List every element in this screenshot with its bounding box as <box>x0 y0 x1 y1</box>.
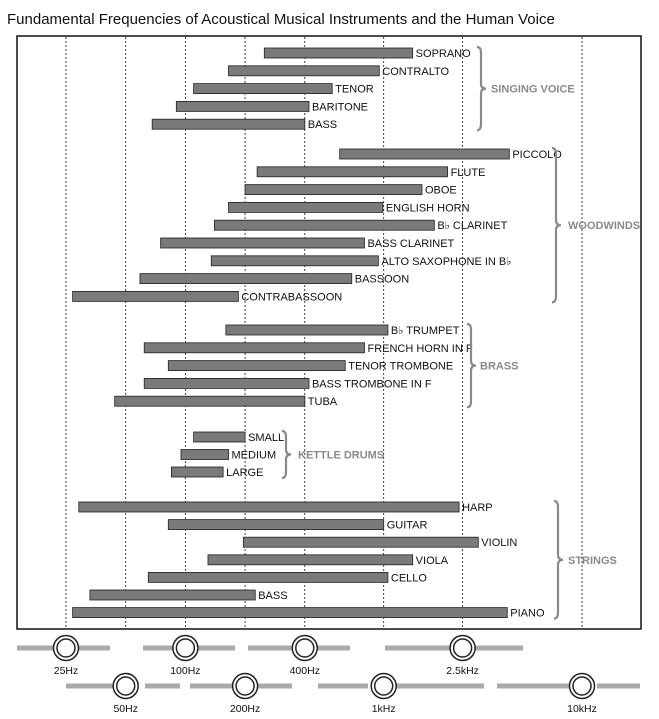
bar-label: HARP <box>462 502 493 514</box>
bar-label: BASS CLARINET <box>367 238 454 250</box>
range-bar <box>225 324 389 336</box>
bar-label: VIOLIN <box>481 537 517 549</box>
range-bar <box>193 431 246 443</box>
tick-label: 200Hz <box>230 703 260 715</box>
range-bar <box>180 449 229 460</box>
range-bar <box>72 290 239 302</box>
tick-label: 10kHz <box>567 703 597 715</box>
tick-knob-inner <box>235 676 255 696</box>
tick-label: 2.5kHz <box>446 665 479 677</box>
bar-label: CONTRALTO <box>382 66 449 78</box>
range-bar <box>210 255 379 267</box>
tick-label: 25Hz <box>54 665 79 677</box>
tick-knob-inner <box>175 638 196 658</box>
group-label: WOODWINDS <box>568 220 640 232</box>
group-label: SINGING VOICE <box>491 84 575 96</box>
range-bar <box>143 342 365 354</box>
range-bar <box>72 607 508 618</box>
bar-label: TENOR <box>335 84 374 96</box>
bar-label: BARITONE <box>312 101 368 113</box>
range-bar <box>228 201 384 213</box>
tick-label: 1kHz <box>372 703 396 715</box>
bar-label: SOPRANO <box>416 48 471 60</box>
range-bar <box>167 360 346 372</box>
range-bar <box>78 501 460 513</box>
plot-frame <box>16 35 642 630</box>
bar-label: BASS TROMBONE IN F <box>312 378 432 390</box>
bar-label: SMALL <box>248 432 284 444</box>
range-bar <box>175 101 310 112</box>
range-bar <box>213 219 435 231</box>
group-label: KETTLE DRUMS <box>298 450 384 462</box>
tick-knob-inner <box>56 638 76 658</box>
bar-label: B♭ CLARINET <box>437 220 507 232</box>
range-bar <box>263 47 414 59</box>
group-bracket <box>281 429 292 480</box>
tick-knob-inner <box>115 676 136 696</box>
bar-label: ALTO SAXOPHONE IN B♭ <box>381 256 511 268</box>
bar-label: TUBA <box>308 396 338 408</box>
bar-label: VIOLA <box>416 555 449 567</box>
bar-label: PICCOLO <box>512 149 562 161</box>
bar-label: CONTRABASSOON <box>241 291 342 303</box>
tick-knob-inner <box>373 676 394 696</box>
tick-label: 400Hz <box>290 665 320 677</box>
group-bracket <box>466 322 477 409</box>
tick-label: 100Hz <box>170 665 200 677</box>
tick-knob-inner <box>452 638 473 658</box>
group-label: STRINGS <box>568 555 617 567</box>
range-bar <box>147 572 389 583</box>
range-bar <box>151 118 306 130</box>
bar-label: BASS <box>308 119 337 131</box>
group-bracket <box>553 499 564 620</box>
range-bar <box>89 589 256 601</box>
group-bracket <box>476 45 487 132</box>
range-bar <box>193 83 333 94</box>
bar-label: FRENCH HORN IN F <box>367 343 472 355</box>
bar-label: ENGLISH HORN <box>386 202 470 214</box>
chart-title: Fundamental Frequencies of Acoustical Mu… <box>7 11 555 28</box>
tick-knob-inner <box>295 638 315 658</box>
bar-label: TENOR TROMBONE <box>348 361 453 373</box>
range-bar <box>160 237 365 249</box>
range-bar <box>207 554 414 566</box>
range-bar <box>242 536 479 548</box>
tick-label: 50Hz <box>113 703 138 715</box>
bar-label: PIANO <box>510 608 545 620</box>
bar-label: CELLO <box>391 572 428 584</box>
group-label: BRASS <box>480 361 519 373</box>
tick-knob-inner <box>572 676 592 696</box>
range-bar <box>244 184 423 196</box>
range-bar <box>256 166 448 178</box>
bar-label: BASS <box>258 590 287 602</box>
bar-label: B♭ TRUMPET <box>391 325 460 337</box>
range-bar <box>139 273 353 285</box>
range-bar <box>339 148 510 160</box>
group-bracket <box>551 146 562 304</box>
range-bar <box>228 65 380 77</box>
bar-label: GUITAR <box>387 520 428 532</box>
range-bar <box>167 519 385 530</box>
range-bar <box>143 377 310 389</box>
bar-label: FLUTE <box>451 167 486 179</box>
bar-label: OBOE <box>425 185 457 197</box>
range-bar <box>114 395 306 407</box>
bar-label: MEDIUM <box>232 450 277 462</box>
range-bar <box>170 466 224 478</box>
bar-label: LARGE <box>226 467 263 479</box>
bar-label: BASSOON <box>355 274 409 286</box>
